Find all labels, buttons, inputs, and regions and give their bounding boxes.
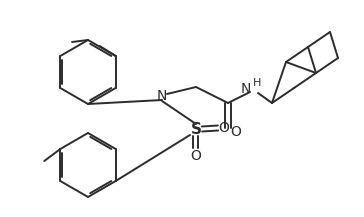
Text: N: N — [157, 89, 167, 103]
Text: O: O — [218, 121, 229, 135]
Text: O: O — [230, 125, 241, 139]
Text: N: N — [241, 82, 251, 96]
Text: S: S — [190, 123, 202, 138]
Text: H: H — [253, 78, 261, 88]
Text: O: O — [191, 149, 201, 163]
